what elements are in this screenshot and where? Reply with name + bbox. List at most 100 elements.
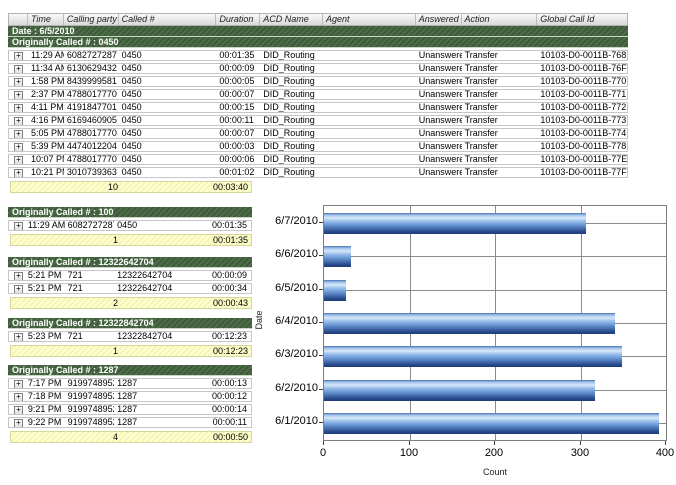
cell-duration: 00:00:14 [211,405,247,414]
expand-button[interactable]: + [14,156,23,164]
cell-answered: Unanswered [418,129,462,138]
x-axis-tick [323,441,324,445]
plus-icon: + [16,90,21,99]
cell-calling: 4474012204 [66,142,117,151]
plus-icon: + [16,379,21,388]
call-row: +1:58 PM 8439999581 0450 00:00:05 DID_Routin… [8,76,628,87]
y-axis-tick [319,355,323,356]
cell-global-call-id: 10103-D0-0011B-778 [540,142,627,151]
cell-expander: + [9,405,25,414]
expand-button[interactable]: + [14,78,23,86]
expand-button[interactable]: + [14,406,23,414]
column-header-agent: Agent [323,14,416,25]
chart-bar-6-2-2010 [324,380,595,401]
expand-button[interactable]: + [14,52,23,60]
call-group: Originally Called # : 1287 +7:17 PM 919974… [8,365,252,443]
plus-icon: + [16,77,21,86]
cell-duration: 00:00:15 [219,103,255,112]
expand-button[interactable]: + [14,130,23,138]
cell-duration: 00:00:09 [219,64,255,73]
plus-icon: + [16,271,21,280]
cell-global-call-id: 10103-D0-0011B-771 [540,90,627,99]
expand-button[interactable]: + [14,91,23,99]
cell-agent [323,155,416,164]
cell-expander: + [9,129,28,138]
cell-expander: + [9,90,28,99]
call-row: +5:23 PM 721 12322842704 00:12:23 [8,331,252,342]
cell-agent [323,64,416,73]
cell-calling: 6169460905 [66,116,117,125]
cell-called: 0450 [121,90,142,99]
x-axis-tick [409,441,410,445]
cell-global-call-id: 10103-D0-0011B-768 [540,51,627,60]
call-row: +7:17 PM 9199748952 1287 00:00:13 [8,378,252,389]
cell-duration: 00:00:07 [219,129,255,138]
call-row: +9:21 PM 9199748952 1287 00:00:14 [8,404,252,415]
cell-global-call-id: 10103-D0-0011B-77F [540,168,627,177]
cell-expander: + [9,271,25,280]
cell-acd: DID_Routing [263,116,315,125]
x-axis-title: Count [482,467,508,477]
cell-expander: + [9,51,28,60]
cell-answered: Unanswered [418,51,462,60]
y-axis-tick [319,389,323,390]
call-row: +5:05 PM 4788017770 0450 00:00:07 DID_Routin… [8,128,628,139]
cell-action: Transfer [464,90,498,99]
expand-button[interactable]: + [14,393,23,401]
x-axis-label-300: 300 [570,447,590,459]
cell-expander: + [9,221,25,230]
summary-total-duration: 00:03:40 [212,182,248,192]
cell-global-call-id: 10103-D0-0011B-772 [540,103,627,112]
y-axis-label-6-2-2010: 6/2/2010 [275,382,318,394]
cell-answered: Unanswered [418,103,462,112]
expand-button[interactable]: + [14,169,23,177]
cell-expander: + [9,116,28,125]
expand-button[interactable]: + [14,143,23,151]
cell-calling: 4191847701 [66,103,117,112]
cell-acd: DID_Routing [263,103,315,112]
cell-duration: 00:00:12 [211,392,247,401]
expand-button[interactable]: + [14,272,23,280]
chart-bar-6-1-2010 [324,413,659,434]
cell-acd: DID_Routing [263,51,315,60]
group-summary-row: 10 00:03:40 [10,181,252,193]
cell-agent [323,129,416,138]
y-axis-tick [319,222,323,223]
cell-time: 2:37 PM [30,90,64,99]
cell-duration: 00:00:03 [219,142,255,151]
cell-duration: 00:00:09 [211,271,247,280]
call-group: Originally Called # : 100 +11:29 AM 608272… [8,207,252,246]
cell-action: Transfer [464,155,498,164]
cell-expander: + [9,418,25,427]
cell-expander: + [9,168,28,177]
cell-expander: + [9,103,28,112]
expand-button[interactable]: + [14,117,23,125]
cell-global-call-id: 10103-D0-0011B-774 [540,129,627,138]
cell-calling: 3010739363 [66,168,117,177]
cell-acd: DID_Routing [263,90,315,99]
cell-duration: 00:00:07 [219,90,255,99]
cell-time: 9:22 PM [27,418,62,427]
y-axis-label-6-3-2010: 6/3/2010 [275,348,318,360]
expand-button[interactable]: + [14,104,23,112]
cell-action: Transfer [464,51,498,60]
cell-expander: + [9,392,25,401]
expand-button[interactable]: + [14,285,23,293]
group-summary-row: 1 00:12:23 [10,345,252,357]
cell-expander: + [9,379,25,388]
expand-button[interactable]: + [14,222,23,230]
cell-called: 1287 [117,405,138,414]
cell-agent [323,90,416,99]
expand-button[interactable]: + [14,65,23,73]
expand-button[interactable]: + [14,419,23,427]
cell-calling: 9199748952 [67,392,115,401]
cell-acd: DID_Routing [263,64,315,73]
summary-count: 4 [113,432,119,442]
cell-calling: 4788017770 [66,155,117,164]
expand-button[interactable]: + [14,333,23,341]
cell-duration: 00:01:02 [219,168,255,177]
expand-button[interactable]: + [14,380,23,388]
x-axis-label-400: 400 [655,447,675,459]
cell-calling: 6130629432 [66,64,117,73]
